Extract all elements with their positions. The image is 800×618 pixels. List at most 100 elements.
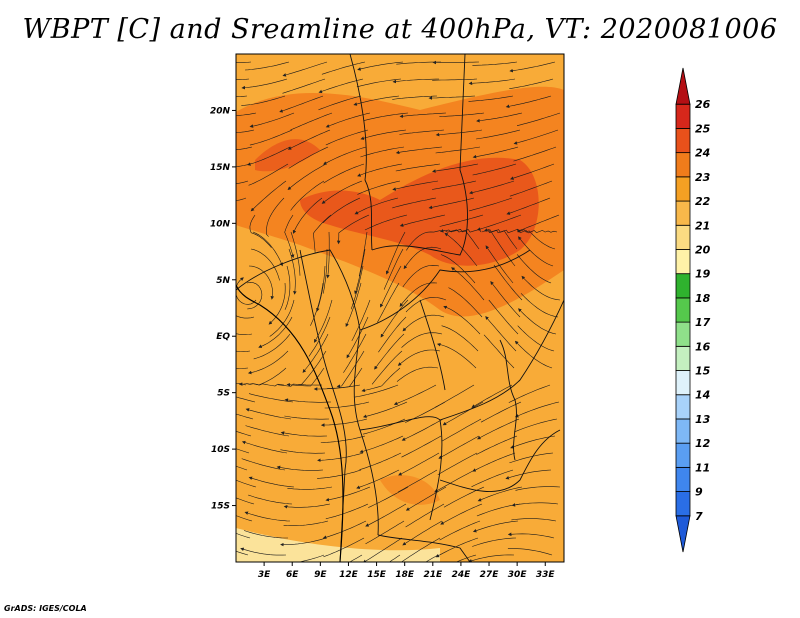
streamline	[476, 129, 521, 140]
streamline	[247, 146, 291, 166]
streamline	[389, 554, 401, 562]
streamline	[521, 275, 561, 301]
streamline	[483, 334, 515, 369]
streamlines	[236, 60, 561, 562]
colorbar-label: 25	[695, 122, 711, 135]
streamline	[236, 550, 249, 556]
colorbar-label: 23	[695, 171, 711, 184]
streamline	[284, 265, 291, 310]
country-border	[377, 534, 471, 562]
country-border	[499, 339, 517, 461]
colorbar-segment	[675, 491, 691, 517]
streamline	[442, 401, 484, 426]
streamline	[361, 367, 401, 393]
streamline	[378, 316, 407, 353]
streamline	[517, 228, 558, 234]
streamline	[284, 415, 330, 420]
streamline	[236, 396, 256, 403]
streamline	[241, 95, 286, 106]
colorbar-segment	[675, 321, 691, 347]
streamline	[284, 214, 295, 259]
streamline	[236, 78, 250, 81]
streamline	[325, 503, 369, 520]
streamline	[287, 129, 331, 150]
streamline	[405, 486, 447, 511]
streamline	[245, 408, 292, 420]
streamline	[302, 333, 329, 373]
streamline	[357, 61, 404, 71]
streamline	[320, 435, 366, 443]
streamline	[317, 469, 362, 479]
lat-tick-label: 15S	[211, 502, 230, 512]
streamline	[249, 112, 295, 128]
streamline	[236, 315, 255, 319]
streamline	[443, 305, 481, 335]
streamline	[236, 180, 249, 184]
streamline	[406, 230, 444, 251]
streamline	[351, 299, 371, 342]
streamline	[509, 78, 554, 89]
streamline	[290, 231, 301, 276]
streamline	[505, 95, 552, 109]
streamline	[395, 146, 443, 155]
country-border	[371, 54, 468, 256]
streamline	[469, 180, 515, 195]
streamline	[513, 129, 559, 145]
streamline	[365, 503, 407, 527]
streamline	[290, 112, 333, 131]
streamline	[439, 214, 484, 227]
streamline	[509, 61, 556, 73]
streamline	[280, 431, 328, 437]
streamline	[455, 554, 477, 562]
longitude-axis: 3E 6E 9E 12E 15E 18E 21E 24E 27E 30E 33E	[258, 562, 555, 580]
streamline	[353, 95, 400, 106]
streamline	[323, 146, 367, 165]
streamline	[401, 418, 444, 441]
streamline	[509, 163, 555, 180]
streamline	[312, 214, 332, 253]
streamline	[432, 78, 478, 81]
shade-cool-region	[236, 528, 440, 562]
streamline	[269, 299, 295, 337]
lat-tick-label: 20N	[210, 106, 231, 116]
colorbar-segment	[675, 273, 691, 299]
colorbar-segment	[675, 128, 691, 154]
streamline	[511, 518, 557, 522]
streamline	[362, 537, 403, 562]
streamline	[437, 452, 478, 475]
colorbar-segment	[675, 200, 691, 226]
lon-tick-label: 15E	[367, 570, 387, 580]
streamline	[374, 333, 405, 370]
streamline	[322, 197, 361, 224]
colorbar-label: 13	[695, 413, 711, 426]
streamline	[377, 282, 400, 323]
streamline	[354, 197, 399, 215]
streamline	[477, 418, 520, 440]
streamline	[399, 112, 447, 119]
streamline	[249, 214, 272, 248]
streamline	[490, 281, 521, 318]
streamline	[343, 333, 367, 373]
streamline	[439, 520, 481, 541]
streamline	[362, 401, 408, 418]
streamline	[250, 180, 287, 212]
streamline	[280, 449, 326, 454]
streamline	[248, 494, 293, 505]
colorbar-segment	[675, 224, 691, 250]
streamline	[236, 277, 257, 305]
streamline	[472, 537, 517, 547]
streamline	[440, 254, 476, 284]
streamline	[471, 469, 514, 488]
streamline	[360, 146, 405, 158]
lon-tick-label: 12E	[339, 570, 359, 580]
colorbar-label: 17	[695, 316, 711, 329]
streamline	[505, 469, 552, 480]
map-frame	[235, 53, 565, 563]
streamline	[401, 537, 441, 562]
streamline	[354, 384, 399, 398]
streamline	[236, 465, 248, 471]
streamline	[240, 547, 287, 556]
streamline	[477, 486, 523, 502]
country-border	[359, 249, 531, 331]
streamline	[476, 112, 523, 123]
